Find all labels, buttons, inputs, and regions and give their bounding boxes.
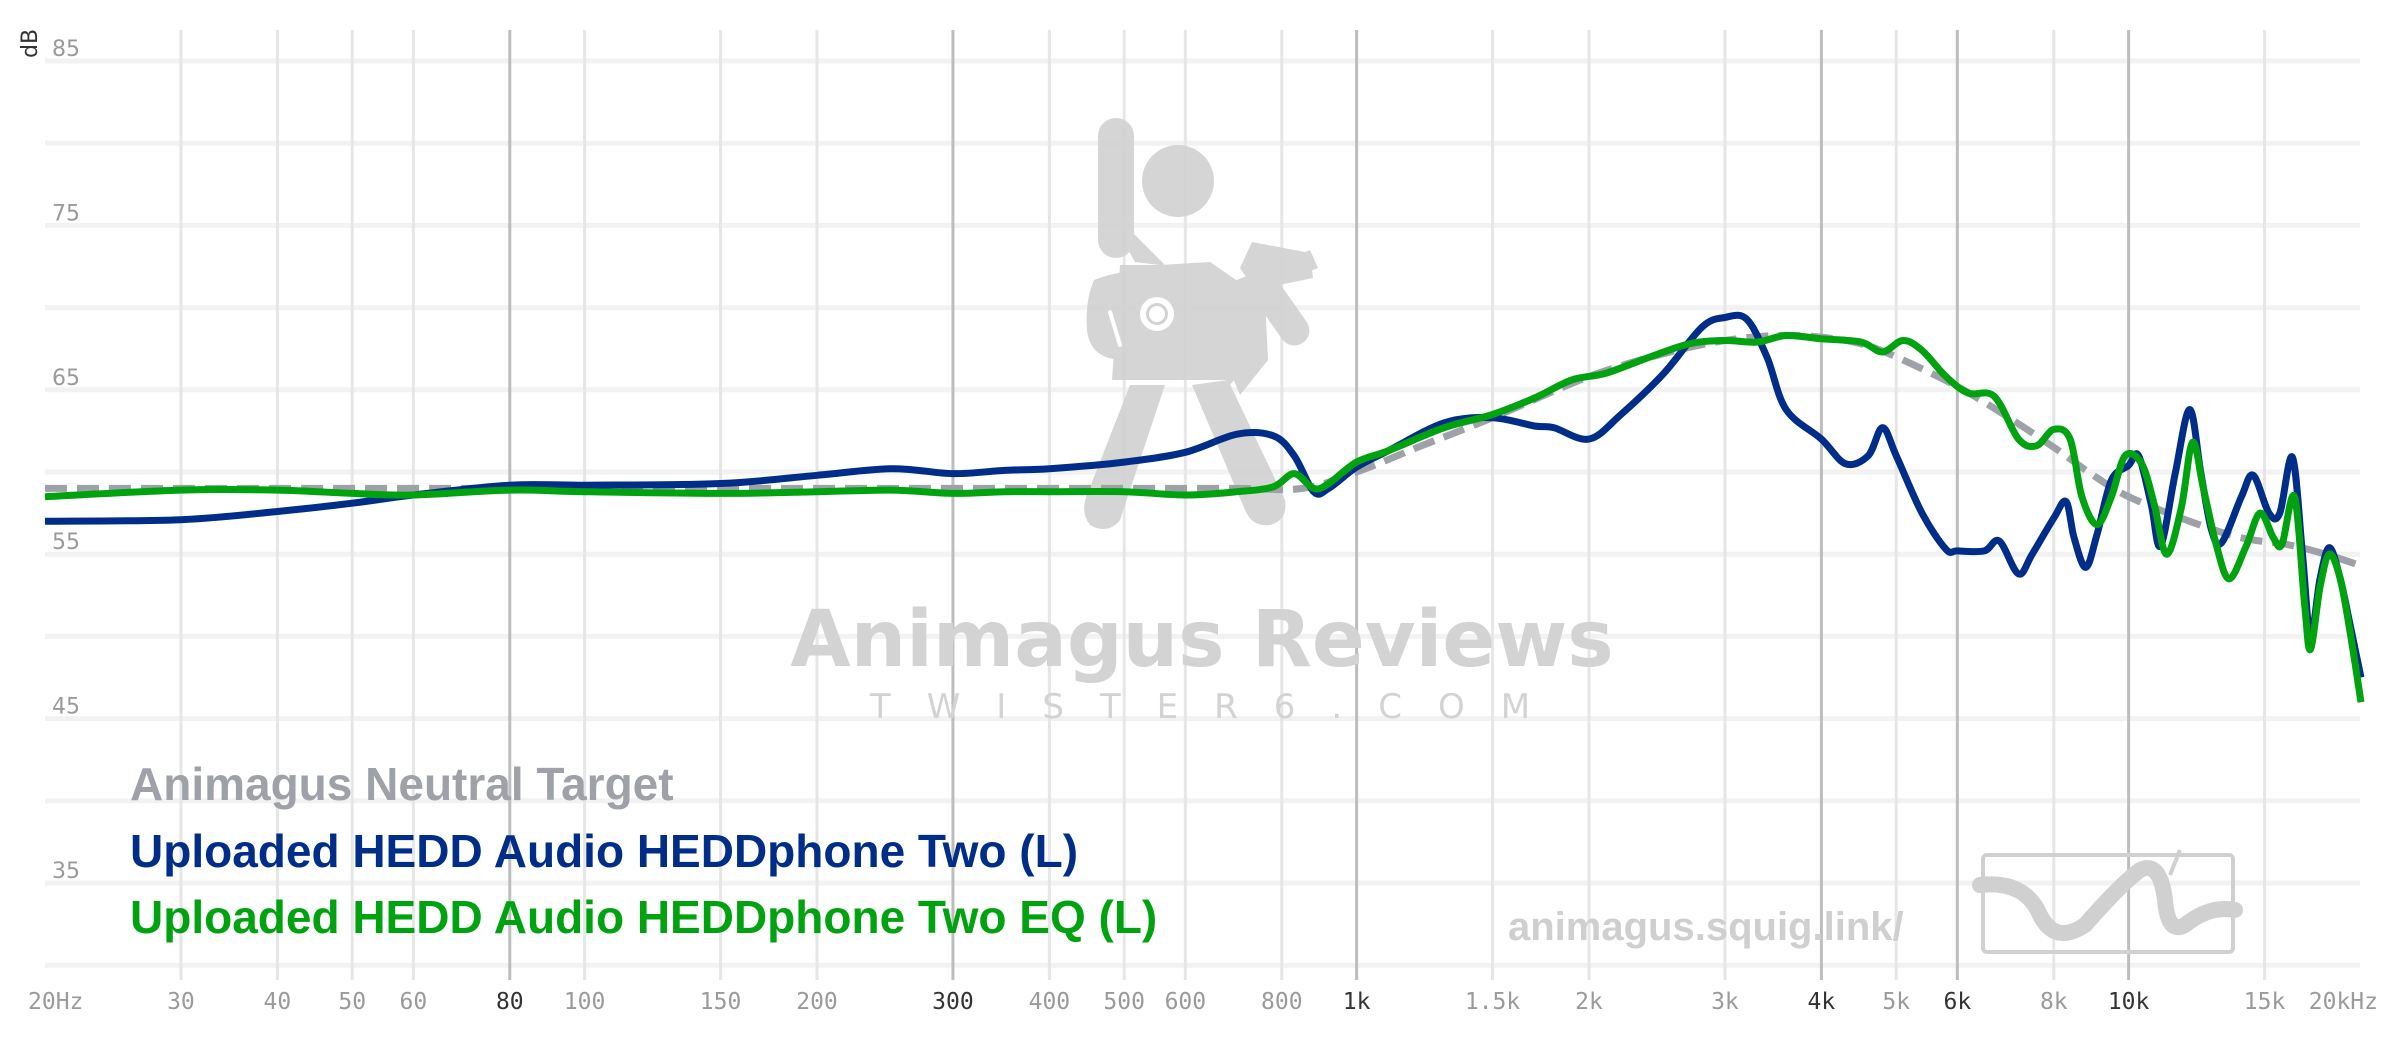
watermark-url: animagus.squig.link/ — [1508, 905, 1904, 949]
legend: Animagus Neutral Target Uploaded HEDD Au… — [130, 758, 1157, 943]
curves — [44, 311, 2365, 703]
y-tick-label: 65 — [52, 366, 80, 391]
legend-item-heddphone-two-eq[interactable]: Uploaded HEDD Audio HEDDphone Two EQ (L) — [130, 891, 1157, 943]
x-tick-label: 20kHz — [2309, 989, 2378, 1015]
x-tick-label: 6k — [1943, 989, 1971, 1015]
x-tick-label: 400 — [1029, 989, 1071, 1015]
x-tick-label: 500 — [1103, 989, 1145, 1015]
x-tick-label: 150 — [700, 989, 742, 1015]
y-tick-label: 45 — [52, 695, 80, 720]
heddphone-two-curve[interactable] — [44, 311, 2365, 679]
x-tick-label: 4k — [1808, 989, 1836, 1015]
x-tick-label: 600 — [1165, 989, 1207, 1015]
x-tick-label: 15k — [2244, 989, 2286, 1015]
squiglink-logo-icon — [1972, 849, 2243, 954]
watermark-title: Animagus Reviews — [790, 595, 1613, 685]
y-tick-label: 75 — [52, 201, 80, 226]
x-tick-label: 20Hz — [28, 989, 83, 1015]
legend-item-heddphone-two[interactable]: Uploaded HEDD Audio HEDDphone Two (L) — [130, 825, 1078, 877]
y-axis-ticks: 85 75 65 55 45 35 — [52, 37, 80, 884]
y-axis-label: dB — [18, 29, 43, 58]
y-tick-label: 55 — [52, 530, 80, 555]
y-tick-label: 35 — [52, 859, 80, 884]
guitar-soundhole-icon — [1108, 297, 1174, 347]
x-tick-label: 300 — [932, 989, 974, 1015]
x-axis-ticks: 20Hz 30 40 50 60 80 100 150 200 300 400 500 600 800 1k… — [28, 989, 2378, 1015]
x-tick-label: 800 — [1261, 989, 1303, 1015]
x-tick-label: 8k — [2040, 989, 2068, 1015]
x-tick-label: 40 — [264, 989, 292, 1015]
x-tick-label: 100 — [564, 989, 606, 1015]
x-tick-label: 10k — [2108, 989, 2150, 1015]
x-tick-label: 3k — [1711, 989, 1739, 1015]
x-tick-label: 1.5k — [1465, 989, 1521, 1015]
watermark-subtitle: TWISTER6.COM — [869, 687, 1566, 727]
x-tick-label: 5k — [1882, 989, 1910, 1015]
x-tick-label: 200 — [796, 989, 838, 1015]
target-curve[interactable] — [45, 331, 2363, 570]
x-tick-label: 2k — [1575, 989, 1603, 1015]
x-tick-label: 80 — [496, 989, 524, 1015]
x-tick-label: 30 — [167, 989, 195, 1015]
y-tick-label: 85 — [52, 37, 80, 62]
heddphone-two-eq-curve[interactable] — [44, 331, 2365, 703]
x-tick-label: 60 — [399, 989, 427, 1015]
legend-item-target[interactable]: Animagus Neutral Target — [130, 758, 674, 810]
x-tick-label: 50 — [338, 989, 366, 1015]
x-tick-label: 1k — [1343, 989, 1371, 1015]
